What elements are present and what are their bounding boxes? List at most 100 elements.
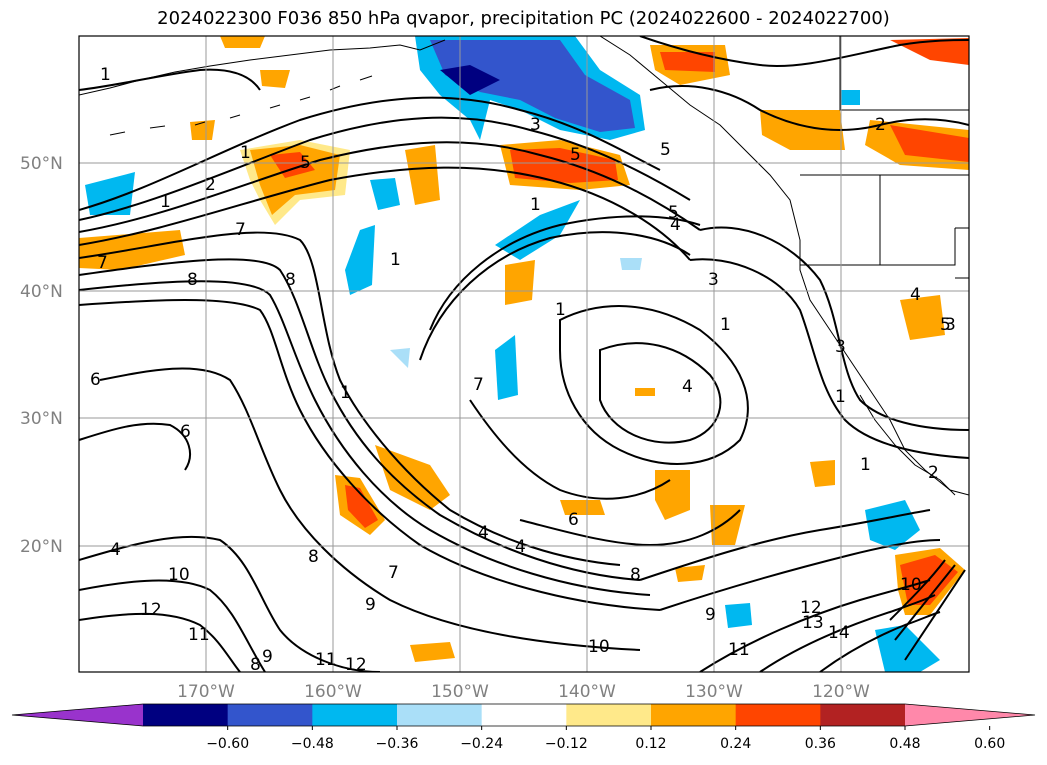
qvapor-contours: [79, 36, 969, 672]
positive-anomaly-region: [660, 52, 715, 72]
colorbar-tick-label: −0.24: [460, 736, 503, 752]
contour-label: 1: [720, 315, 731, 335]
contour-line: [559, 305, 749, 465]
contour-label: 1: [340, 383, 351, 403]
contour-label: 4: [670, 215, 681, 235]
contour-label: 10: [588, 637, 610, 657]
contour-label: 6: [568, 510, 579, 530]
positive-anomaly-region: [560, 500, 605, 515]
contour-label: 7: [473, 375, 484, 395]
positive-anomaly-region: [890, 125, 969, 162]
colorbar: −0.60 −0.48 −0.36 −0.24 −0.12 0.12 0.24 0.36 0.4…: [11, 703, 1036, 752]
aleutian-islands: [109, 75, 373, 136]
contour-line: [79, 612, 241, 672]
lat-label: 40°N: [20, 282, 63, 302]
contour-label: 10: [168, 565, 190, 585]
contour-label: 1: [530, 195, 541, 215]
contour-label: 1: [160, 192, 171, 212]
lon-label: 130°W: [685, 682, 743, 702]
baja-coastline: [859, 394, 956, 496]
contour-line: [99, 367, 641, 651]
contour-label: 5: [660, 140, 671, 160]
contour-label: 7: [235, 220, 246, 240]
positive-anomaly-region: [710, 505, 745, 545]
negative-anomaly-region: [495, 200, 580, 260]
contour-label: 2: [928, 463, 939, 483]
colorbar-tick-label: −0.36: [376, 736, 419, 752]
positive-anomaly-region: [345, 485, 378, 528]
lon-label: 170°W: [177, 682, 235, 702]
contour-line: [639, 36, 969, 67]
positive-anomaly-region: [220, 36, 265, 48]
colorbar-swatch: [397, 704, 483, 726]
contour-label: 8: [250, 655, 261, 675]
negative-anomaly-region: [620, 258, 642, 270]
contour-label: 2: [205, 175, 216, 195]
contour-label: 4: [478, 523, 489, 543]
positive-anomaly-region: [675, 565, 705, 582]
contour-label: 3: [835, 337, 846, 357]
contour-label: 8: [630, 565, 641, 585]
contour-label: 1: [555, 300, 566, 320]
positive-anomaly-region: [405, 145, 440, 205]
colorbar-tick-label: −0.12: [545, 736, 588, 752]
contour-label: 11: [315, 650, 337, 670]
negative-anomaly-region: [875, 625, 940, 672]
contour-line: [519, 509, 741, 547]
negative-anomaly-region: [430, 40, 635, 132]
colorbar-tick-label: 0.36: [805, 736, 836, 752]
contour-label: 6: [180, 422, 191, 442]
colorbar-swatch: [566, 704, 652, 726]
contour-label: 5: [570, 145, 581, 165]
contour-line: [79, 231, 621, 566]
contour-label: 3: [708, 270, 719, 290]
positive-anomaly-region: [810, 460, 835, 487]
contour-line: [469, 399, 671, 500]
latitude-labels: 50°N 40°N 30°N 20°N: [20, 154, 63, 557]
colorbar-extend-max: [905, 704, 1035, 726]
colorbar-swatch: [651, 704, 737, 726]
negative-anomaly-region: [840, 90, 860, 105]
contour-line: [79, 280, 651, 596]
contour-label: 10: [900, 575, 922, 595]
colorbar-extend-min: [12, 704, 143, 726]
contour-line: [79, 116, 691, 221]
positive-anomaly-region: [655, 470, 690, 520]
contour-label: 1: [860, 455, 871, 475]
contour-label: 13: [802, 613, 824, 633]
positive-anomaly-region: [260, 70, 290, 88]
colorbar-swatch: [143, 704, 229, 726]
contour-line: [659, 539, 941, 611]
contour-line: [699, 226, 969, 431]
contour-line: [419, 231, 691, 361]
contour-line: [79, 422, 191, 471]
contour-label: 14: [828, 623, 850, 643]
negative-anomaly-region: [390, 348, 410, 368]
colorbar-swatch: [735, 704, 821, 726]
contour-label: 3: [530, 115, 541, 135]
positive-anomaly-region: [505, 260, 535, 305]
positive-anomaly-region: [510, 148, 618, 183]
lon-label: 160°W: [304, 682, 362, 702]
positive-anomaly-region: [900, 295, 945, 340]
colorbar-swatch: [312, 704, 398, 726]
contour-label: 1: [835, 387, 846, 407]
contour-label: 5: [668, 203, 679, 223]
contour-label: 8: [308, 547, 319, 567]
contour-line: [79, 141, 701, 233]
contour-line: [79, 68, 261, 91]
colorbar-swatch: [820, 704, 906, 726]
contour-label: 6: [90, 370, 101, 390]
contour-label: 2: [875, 115, 886, 135]
lat-label: 50°N: [20, 154, 63, 174]
state-borders: [800, 175, 969, 279]
contour-line: [599, 342, 722, 444]
contour-label: 7: [388, 563, 399, 583]
negative-anomaly-region: [370, 178, 400, 210]
contour-label: 11: [188, 625, 210, 645]
contour-line: [819, 611, 941, 672]
contour-label: 9: [365, 595, 376, 615]
contour-line: [79, 258, 641, 581]
contour-label: 1: [240, 143, 251, 163]
